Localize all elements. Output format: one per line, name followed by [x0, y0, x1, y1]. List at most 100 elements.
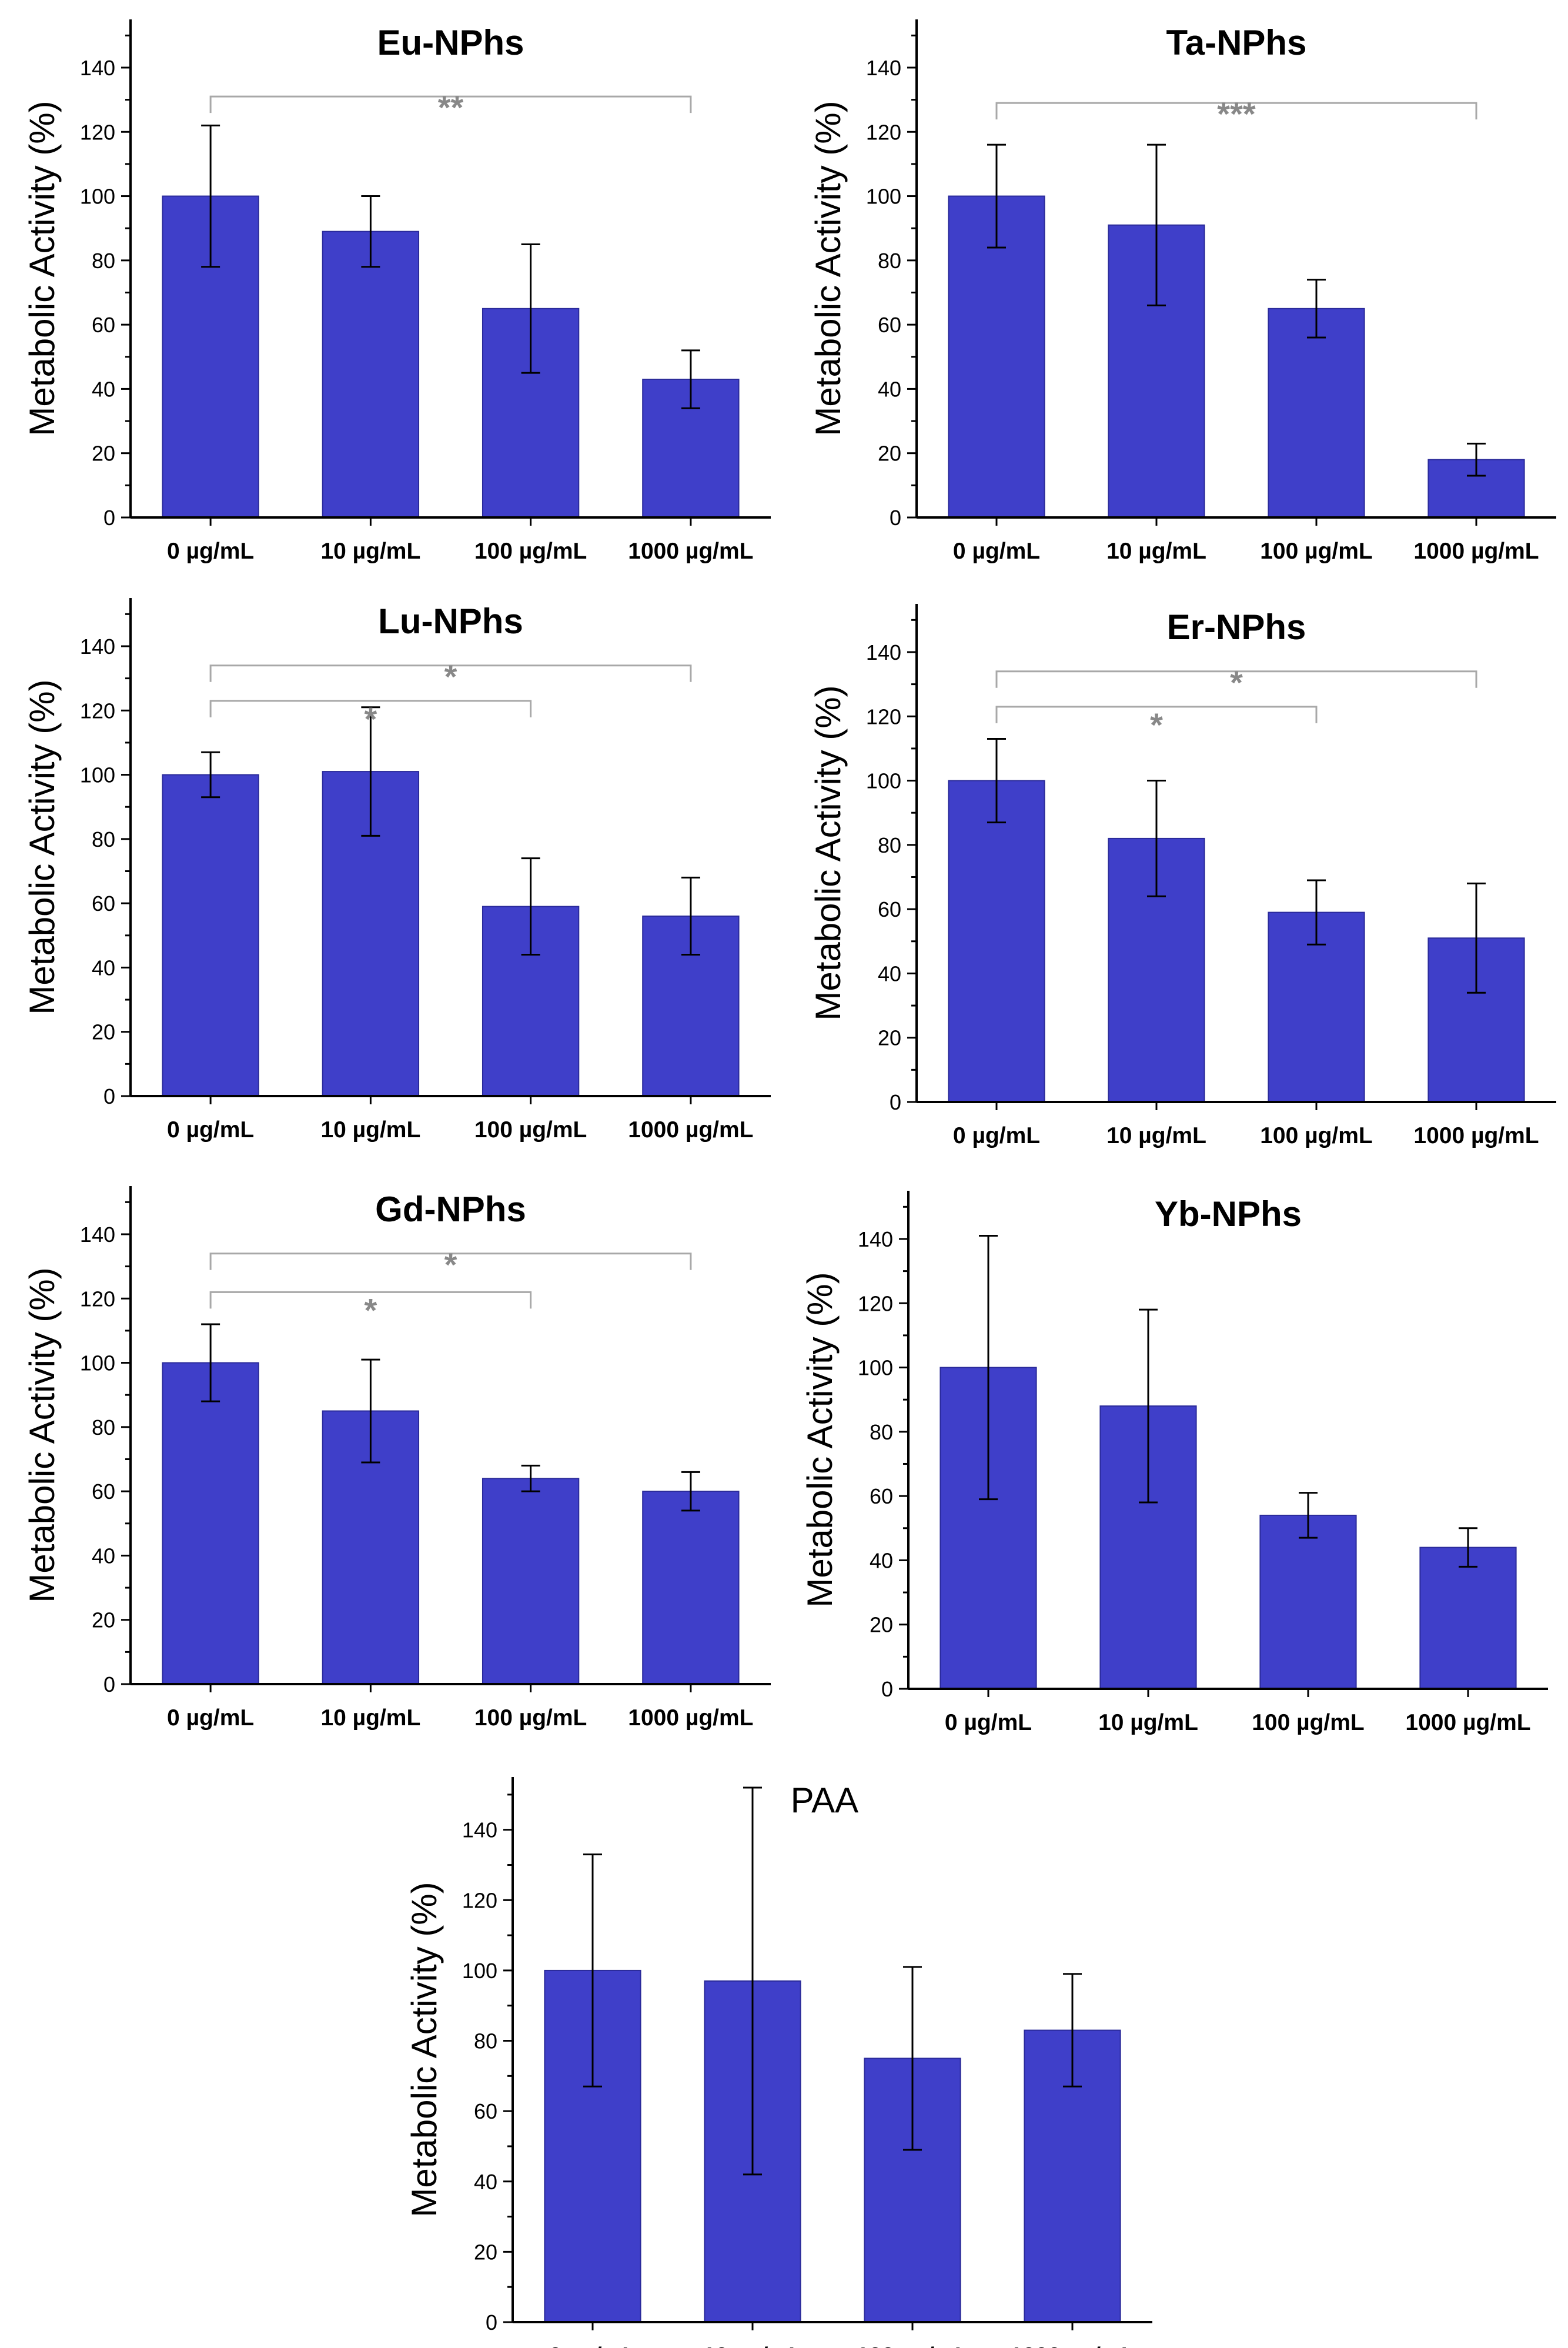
y-tick-label: 60 [878, 897, 901, 921]
y-tick-label: 140 [858, 1227, 893, 1251]
y-tick-label: 0 [881, 1677, 893, 1701]
y-tick-label: 80 [92, 827, 115, 851]
y-tick-label: 20 [878, 442, 901, 466]
panel-gd-nphs: 0 20 40 60 80 100 120 140 0 µg/mL 10 µg/mL 100 µg/… [22, 1186, 771, 1731]
y-tick-label: 40 [878, 377, 901, 401]
x-tick-label: 100 µg/mL [474, 1705, 587, 1731]
bar-3 [1427, 459, 1525, 519]
y-tick-label: 40 [92, 377, 115, 401]
x-tick-label: 10 µg/mL [320, 1117, 420, 1143]
y-tick-label: 40 [92, 1544, 115, 1568]
chart-title: Ta-NPhs [1166, 23, 1307, 62]
bar-1 [322, 231, 420, 518]
y-tick-label: 0 [890, 506, 901, 530]
y-tick-label: 0 [103, 1084, 115, 1108]
y-tick-label: 80 [474, 2029, 497, 2053]
chart-title: Gd-NPhs [375, 1190, 526, 1229]
y-tick-label: 100 [858, 1356, 893, 1380]
x-tick-label: 0 µg/mL [167, 1705, 254, 1731]
y-tick-label: 0 [103, 1672, 115, 1696]
bar-2 [482, 1478, 580, 1685]
x-tick-label: 100 µg/mL [856, 2343, 969, 2348]
x-tick-label: 0 µg/mL [167, 1117, 254, 1143]
y-tick-label: 20 [870, 1613, 893, 1637]
x-tick-label: 10 µg/mL [1098, 1710, 1198, 1735]
x-tick-label: 10 µg/mL [1106, 1123, 1206, 1148]
y-tick-label: 20 [92, 1608, 115, 1632]
significance-bracket [995, 102, 1477, 120]
panel-er-nphs: 0 20 40 60 80 100 120 140 0 µg/mL 10 µg/mL 100 µg/… [808, 604, 1556, 1148]
y-tick-label: 20 [474, 2240, 497, 2264]
y-tick-label: 120 [80, 1287, 115, 1311]
significance-marker: * [364, 700, 377, 737]
y-tick-label: 60 [878, 313, 901, 337]
y-tick-label: 120 [858, 1291, 893, 1315]
bar-3 [642, 1491, 740, 1685]
x-tick-label: 100 µg/mL [474, 539, 587, 564]
y-tick-label: 120 [80, 699, 115, 723]
x-tick-label: 0 µg/mL [953, 1123, 1040, 1148]
y-tick-label: 140 [80, 1223, 115, 1247]
x-tick-label: 1000 µg/mL [1413, 1123, 1539, 1148]
bar-0 [948, 780, 1045, 1103]
significance-bracket [995, 670, 1477, 688]
y-tick-label: 140 [80, 634, 115, 659]
y-tick-label: 120 [80, 120, 115, 144]
significance-marker: * [444, 1246, 457, 1283]
x-tick-label: 100 µg/mL [1252, 1710, 1365, 1735]
y-tick-label: 140 [80, 56, 115, 80]
y-tick-label: 80 [92, 1415, 115, 1439]
y-tick-label: 80 [870, 1420, 893, 1444]
y-tick-label: 100 [80, 763, 115, 787]
y-tick-label: 100 [80, 1351, 115, 1375]
x-tick-label: 10 µg/mL [320, 1705, 420, 1731]
chart-title: Lu-NPhs [378, 602, 523, 641]
bar-0 [948, 195, 1045, 518]
x-tick-label: 1000 µg/mL [1009, 2343, 1135, 2348]
y-tick-label: 20 [92, 1020, 115, 1044]
y-axis-label: Metabolic Activity (%) [22, 679, 62, 1014]
x-tick-label: 1000 µg/mL [1405, 1710, 1530, 1735]
y-tick-label: 20 [878, 1026, 901, 1050]
bar-2 [1259, 1514, 1357, 1689]
x-tick-label: 100 µg/mL [1260, 1123, 1373, 1148]
y-tick-label: 100 [866, 185, 901, 209]
panel-yb-nphs: 0 20 40 60 80 100 120 140 0 µg/mL 10 µg/mL 100 µg/… [800, 1191, 1548, 1735]
x-tick-label: 0 µg/mL [549, 2343, 636, 2348]
x-tick-label: 100 µg/mL [1260, 539, 1373, 564]
panel-paa: 0 20 40 60 80 100 120 140 0 µg/mL 10 µg/mL 100 µg/… [404, 1777, 1152, 2348]
significance-bracket [995, 706, 1318, 723]
y-axis-label: Metabolic Activity (%) [808, 101, 848, 436]
y-tick-label: 80 [878, 249, 901, 273]
y-tick-label: 0 [486, 2310, 497, 2334]
y-tick-label: 0 [890, 1090, 901, 1114]
y-tick-label: 40 [878, 961, 901, 986]
y-tick-label: 100 [80, 185, 115, 209]
y-axis-label: Metabolic Activity (%) [22, 101, 62, 436]
y-tick-label: 20 [92, 442, 115, 466]
significance-marker: * [444, 658, 457, 695]
y-tick-label: 80 [878, 833, 901, 857]
y-tick-label: 140 [462, 1818, 497, 1842]
y-tick-label: 100 [462, 1959, 497, 1983]
significance-marker: ** [438, 89, 464, 126]
significance-bracket [209, 95, 692, 113]
y-tick-label: 60 [92, 313, 115, 337]
x-tick-label: 10 µg/mL [320, 539, 420, 564]
x-tick-label: 10 µg/mL [703, 2343, 803, 2348]
significance-marker: * [1230, 664, 1243, 701]
panel-lu-nphs: 0 20 40 60 80 100 120 140 0 µg/mL 10 µg/mL 100 µg/… [22, 598, 771, 1143]
y-tick-label: 140 [866, 640, 901, 664]
x-tick-label: 0 µg/mL [945, 1710, 1032, 1735]
y-tick-label: 0 [103, 506, 115, 530]
y-tick-label: 40 [92, 956, 115, 980]
y-tick-label: 100 [866, 769, 901, 793]
significance-marker: *** [1217, 95, 1256, 132]
x-tick-label: 1000 µg/mL [628, 1117, 753, 1143]
y-tick-label: 120 [462, 1888, 497, 1912]
y-tick-label: 80 [92, 249, 115, 273]
y-axis-label: Metabolic Activity (%) [808, 685, 848, 1020]
significance-marker: * [364, 1291, 377, 1328]
chart-title: Yb-NPhs [1155, 1194, 1302, 1234]
x-tick-label: 100 µg/mL [474, 1117, 587, 1143]
